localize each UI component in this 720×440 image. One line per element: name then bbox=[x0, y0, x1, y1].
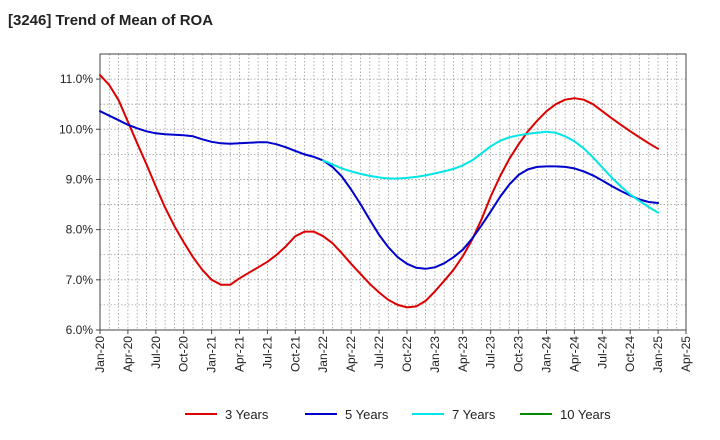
x-tick-label: Jul-22 bbox=[372, 336, 386, 369]
y-axis-tick-labels: 6.0% 7.0% 8.0% 9.0% 10.0% 11.0% bbox=[59, 72, 93, 337]
x-tick-label: Jul-21 bbox=[260, 336, 274, 369]
series-line-5-years bbox=[99, 110, 660, 270]
x-tick-label: Jul-20 bbox=[149, 336, 163, 369]
x-tick-label: Apr-25 bbox=[679, 336, 693, 372]
x-tick-label: Apr-20 bbox=[121, 336, 135, 372]
y-tick-label: 11.0% bbox=[60, 72, 93, 86]
y-tick-label: 8.0% bbox=[66, 223, 94, 237]
x-tick-label: Apr-23 bbox=[456, 336, 470, 372]
series-line-7-years bbox=[322, 130, 660, 214]
x-tick-label: Oct-24 bbox=[623, 336, 637, 372]
x-tick-label: Jan-20 bbox=[93, 336, 107, 373]
legend-label: 10 Years bbox=[560, 407, 611, 422]
x-tick-label: Jul-23 bbox=[484, 336, 498, 369]
series-lines bbox=[99, 74, 660, 309]
y-tick-label: 10.0% bbox=[59, 122, 93, 136]
y-tick-label: 7.0% bbox=[66, 273, 94, 287]
plot-frame bbox=[99, 53, 687, 331]
x-axis-tick-labels: Jan-20 Apr-20 Jul-20 Oct-20 Jan-21 Apr-21 Jul-… bbox=[93, 336, 693, 373]
grid-lines bbox=[99, 53, 687, 331]
x-tick-label: Jul-24 bbox=[595, 336, 609, 369]
legend-label: 7 Years bbox=[452, 407, 496, 422]
x-tick-label: Jan-23 bbox=[428, 336, 442, 373]
y-tick-label: 6.0% bbox=[66, 323, 94, 337]
x-tick-label: Jan-24 bbox=[539, 336, 553, 373]
chart-title: [3246] Trend of Mean of ROA bbox=[8, 12, 214, 29]
legend: 3 Years 5 Years 7 Years 10 Years bbox=[185, 407, 611, 422]
x-tick-label: Jan-21 bbox=[205, 336, 219, 373]
legend-label: 5 Years bbox=[345, 407, 389, 422]
x-tick-label: Oct-23 bbox=[512, 336, 526, 372]
axes bbox=[96, 53, 687, 334]
series-line-3-years bbox=[99, 74, 660, 309]
x-tick-label: Oct-22 bbox=[400, 336, 414, 372]
y-tick-label: 9.0% bbox=[66, 172, 94, 186]
x-tick-label: Apr-24 bbox=[567, 336, 581, 372]
x-tick-label: Oct-21 bbox=[288, 336, 302, 372]
x-tick-label: Oct-20 bbox=[177, 336, 191, 372]
x-tick-label: Apr-21 bbox=[233, 336, 247, 372]
x-tick-label: Jan-22 bbox=[316, 336, 330, 373]
x-tick-label: Apr-22 bbox=[344, 336, 358, 372]
x-tick-label: Jan-25 bbox=[651, 336, 665, 373]
legend-label: 3 Years bbox=[225, 407, 269, 422]
